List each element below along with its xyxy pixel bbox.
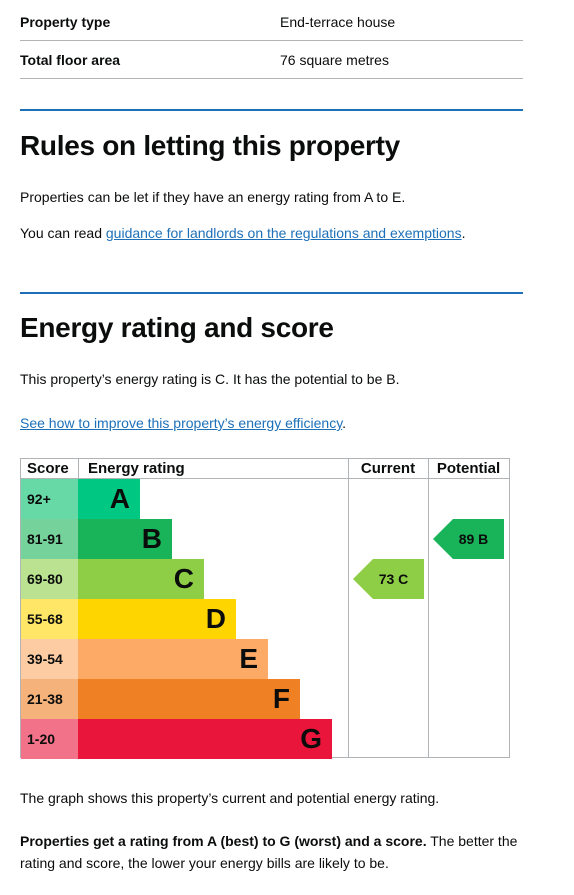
rating-explanation: Properties get a rating from A (best) to… [20,831,523,874]
potential-rating-arrow: 89 B [433,519,504,559]
energy-heading: Energy rating and score [20,312,334,343]
section-divider [20,292,523,294]
band-score-g: 1-20 [21,719,78,759]
band-score-d: 55-68 [21,599,78,639]
summary-key: Total floor area [20,51,121,68]
guidance-paragraph: You can read guidance for landlords on t… [20,223,523,243]
band-score-f: 21-38 [21,679,78,719]
band-score-b: 81-91 [21,519,78,559]
section-divider [20,109,523,111]
summary-value: End-terrace house [280,13,396,30]
band-bar-d: D [78,599,236,639]
summary-row-floor-area: Total floor area 76 square metres [20,41,523,79]
letting-heading: Rules on letting this property [20,130,400,161]
header-score: Score [27,460,69,477]
rating-explanation-rest: The better the rating and score, the low… [20,833,518,871]
band-score-c: 69-80 [21,559,78,599]
header-current: Current [360,460,416,477]
energy-rating-chart: Score Energy rating Current Potential 92… [20,458,510,759]
header-potential: Potential [436,460,501,477]
rating-explanation-bold: Properties get a rating from A (best) to… [20,833,427,849]
header-divider [21,478,509,479]
improve-suffix: . [342,415,347,431]
summary-value: 76 square metres [280,51,389,68]
band-score-a: 92+ [21,479,78,519]
column-divider [428,459,429,757]
band-score-e: 39-54 [21,639,78,679]
property-summary: Property type End-terrace house Total fl… [20,3,523,79]
guidance-prefix: You can read [20,225,106,241]
header-energy-rating: Energy rating [88,460,185,477]
band-bar-e: E [78,639,268,679]
band-bar-c: C [78,559,204,599]
band-bar-g: G [78,719,332,759]
summary-row-property-type: Property type End-terrace house [20,3,523,41]
band-bar-f: F [78,679,300,719]
energy-rating-paragraph: This property’s energy rating is C. It h… [20,371,400,387]
band-bar-a: A [78,479,140,519]
graph-caption: The graph shows this property’s current … [20,790,440,806]
letting-paragraph: Properties can be let if they have an en… [20,189,406,205]
column-divider [348,459,349,757]
guidance-link[interactable]: guidance for landlords on the regulation… [105,225,462,241]
improve-efficiency-link[interactable]: See how to improve this property’s energ… [20,415,343,431]
improve-paragraph: See how to improve this property’s energ… [20,413,523,433]
summary-key: Property type [20,13,111,30]
current-rating-arrow: 73 C [353,559,424,599]
band-bar-b: B [78,519,172,559]
guidance-suffix: . [461,225,466,241]
